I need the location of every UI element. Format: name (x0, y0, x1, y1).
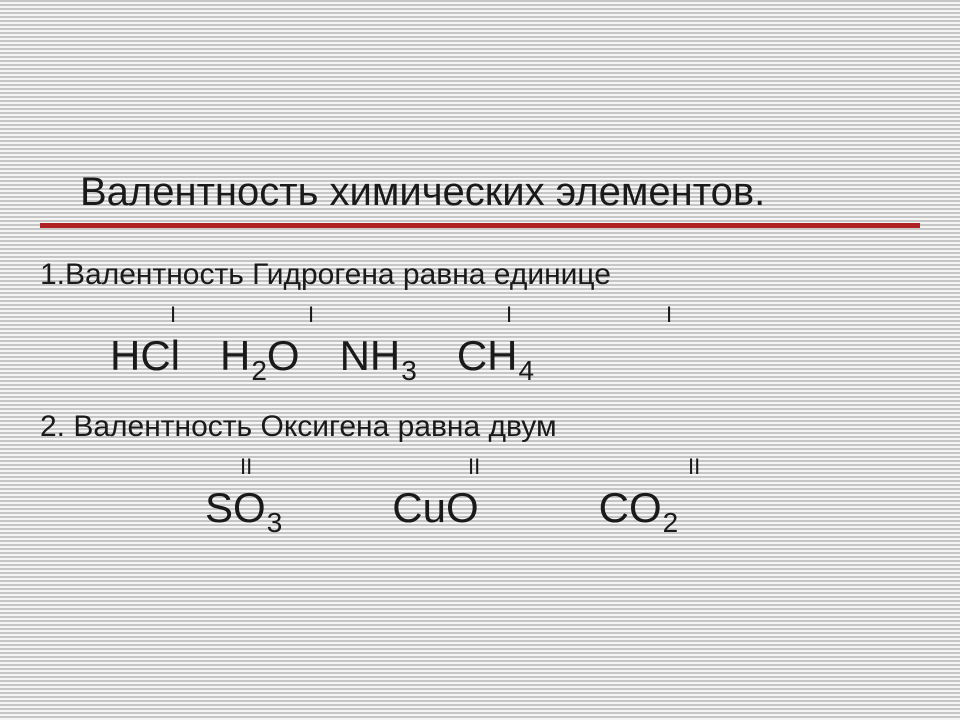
valence-label: I (170, 302, 176, 328)
formula-text: H (220, 332, 250, 380)
valence-label: I (506, 302, 512, 328)
section-2-text: 2. Валентность Оксигена равна двум (40, 410, 920, 444)
section-2-valence-row: II II II (40, 454, 920, 484)
formula-text: O (267, 332, 300, 380)
section-1-valence-row: I I I I (40, 302, 920, 332)
valence-label: II (240, 454, 252, 480)
section-2-formulas: SO 3 CuO CO 2 (40, 484, 920, 532)
formula-text: CO (599, 484, 662, 532)
valence-label: II (688, 454, 700, 480)
formula-text: CuO (392, 484, 478, 532)
section-2-formula-block: II II II SO 3 CuO CO 2 (40, 454, 920, 532)
formula-subscript: 2 (251, 355, 267, 387)
formula-co2: CO 2 (599, 484, 679, 532)
slide-title: Валентность химических элементов. (80, 170, 920, 215)
formula-hcl: HCl (110, 332, 180, 380)
formula-subscript: 3 (401, 355, 417, 387)
formula-cuo: CuO (392, 484, 478, 532)
slide: Валентность химических элементов. 1.Вале… (0, 0, 960, 720)
valence-label: II (468, 454, 480, 480)
formula-text: SO (205, 484, 266, 532)
formula-subscript: 3 (267, 507, 283, 539)
formula-so3: SO 3 (205, 484, 282, 532)
valence-label: I (308, 302, 314, 328)
section-1-formulas: HCl H 2 O NH 3 CH 4 (40, 332, 920, 380)
formula-text: HCl (110, 332, 180, 380)
formula-h2o: H 2 O (220, 332, 300, 380)
section-2: 2. Валентность Оксигена равна двум II II… (40, 410, 920, 532)
section-1-formula-block: I I I I HCl H 2 O NH 3 CH (40, 302, 920, 380)
formula-subscript: 2 (663, 507, 679, 539)
section-1-text: 1.Валентность Гидрогена равна единице (40, 258, 920, 292)
formula-ch4: CH 4 (457, 332, 534, 380)
formula-nh3: NH 3 (340, 332, 417, 380)
formula-subscript: 4 (519, 355, 535, 387)
section-1: 1.Валентность Гидрогена равна единице I … (40, 258, 920, 380)
valence-label: I (666, 302, 672, 328)
formula-text: CH (457, 332, 518, 380)
formula-text: NH (340, 332, 401, 380)
title-block: Валентность химических элементов. (40, 0, 920, 228)
title-rule (40, 223, 920, 228)
